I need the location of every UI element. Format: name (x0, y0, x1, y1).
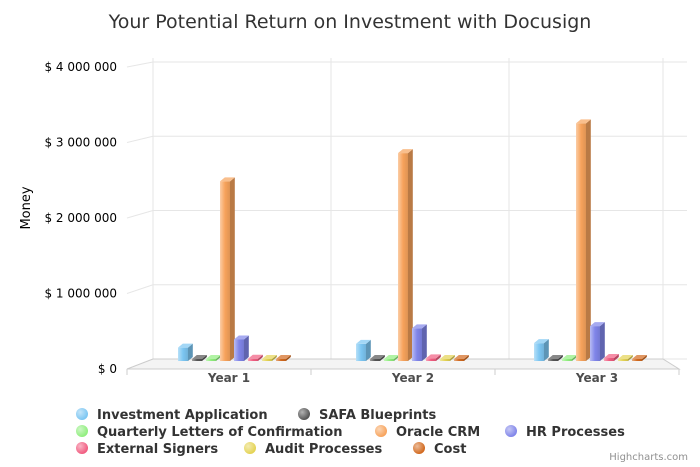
bar[interactable] (618, 355, 633, 361)
legend-item[interactable]: External Signers (76, 442, 218, 457)
bar[interactable] (370, 355, 385, 361)
bar[interactable] (398, 149, 413, 361)
y-tick-label: $ 1 000 000 (44, 287, 117, 301)
gridline-side (126, 135, 154, 143)
x-tick-label: Year 1 (207, 371, 250, 385)
legend-marker (298, 408, 310, 420)
x-tick-label: Year 3 (575, 371, 618, 385)
bar[interactable] (356, 339, 371, 361)
legend-marker (375, 425, 387, 437)
bar[interactable] (234, 335, 249, 361)
legend-label: Cost (434, 442, 466, 457)
legend-label: Audit Processes (265, 442, 383, 457)
bar[interactable] (534, 339, 549, 361)
bar[interactable] (604, 354, 619, 361)
bars (178, 119, 647, 362)
bar[interactable] (454, 355, 469, 361)
bar[interactable] (262, 355, 277, 361)
gridline-side (126, 284, 154, 294)
legend-marker (76, 408, 88, 420)
legend: Investment Application SAFA Blueprints Qua… (76, 408, 625, 457)
legend-label: External Signers (97, 442, 218, 457)
chart-title: Your Potential Return on Investment with… (108, 11, 592, 33)
bar[interactable] (276, 355, 291, 361)
bar[interactable] (632, 355, 647, 361)
gridline-side (126, 61, 154, 68)
y-tick-label: $ 3 000 000 (44, 136, 117, 150)
legend-marker (413, 442, 425, 454)
y-tick-label: $ 0 (98, 362, 117, 376)
bar[interactable] (192, 355, 207, 361)
bar[interactable] (220, 177, 235, 361)
y-tick-label: $ 2 000 000 (44, 211, 117, 225)
bar[interactable] (590, 322, 605, 361)
bar[interactable] (562, 355, 577, 361)
gridline-side (126, 210, 154, 219)
legend-item[interactable]: SAFA Blueprints (298, 408, 436, 423)
legend-label: HR Processes (526, 425, 625, 440)
y-axis-label: Money (19, 186, 34, 229)
x-axis: Year 1 Year 2 Year 3 (126, 369, 680, 385)
legend-marker (76, 442, 88, 454)
bar[interactable] (412, 324, 427, 361)
y-tick-label: $ 4 000 000 (44, 60, 117, 74)
legend-item[interactable]: Cost (413, 442, 466, 457)
legend-item[interactable]: Oracle CRM (375, 425, 480, 440)
bar[interactable] (440, 355, 455, 361)
bar[interactable] (426, 354, 441, 361)
legend-label: Quarterly Letters of Confirmation (97, 425, 342, 440)
bar[interactable] (548, 355, 563, 361)
credits-link[interactable]: Highcharts.com (609, 452, 688, 463)
bar[interactable] (576, 119, 591, 362)
legend-item[interactable]: Audit Processes (244, 442, 383, 457)
legend-label: Oracle CRM (396, 425, 480, 440)
bar[interactable] (178, 343, 193, 361)
legend-label: Investment Application (97, 408, 268, 423)
x-tick-label: Year 2 (391, 371, 434, 385)
y-axis: $ 0 $ 1 000 000 $ 2 000 000 $ 3 000 000 $ 4 … (44, 60, 117, 376)
bar[interactable] (248, 354, 263, 361)
legend-item[interactable]: Investment Application (76, 408, 268, 423)
bar[interactable] (384, 355, 399, 361)
legend-marker (76, 425, 88, 437)
legend-marker (244, 442, 256, 454)
bar[interactable] (206, 355, 221, 361)
legend-marker (505, 425, 517, 437)
legend-item[interactable]: Quarterly Letters of Confirmation (76, 425, 342, 440)
legend-label: SAFA Blueprints (319, 408, 436, 423)
legend-item[interactable]: HR Processes (505, 425, 625, 440)
